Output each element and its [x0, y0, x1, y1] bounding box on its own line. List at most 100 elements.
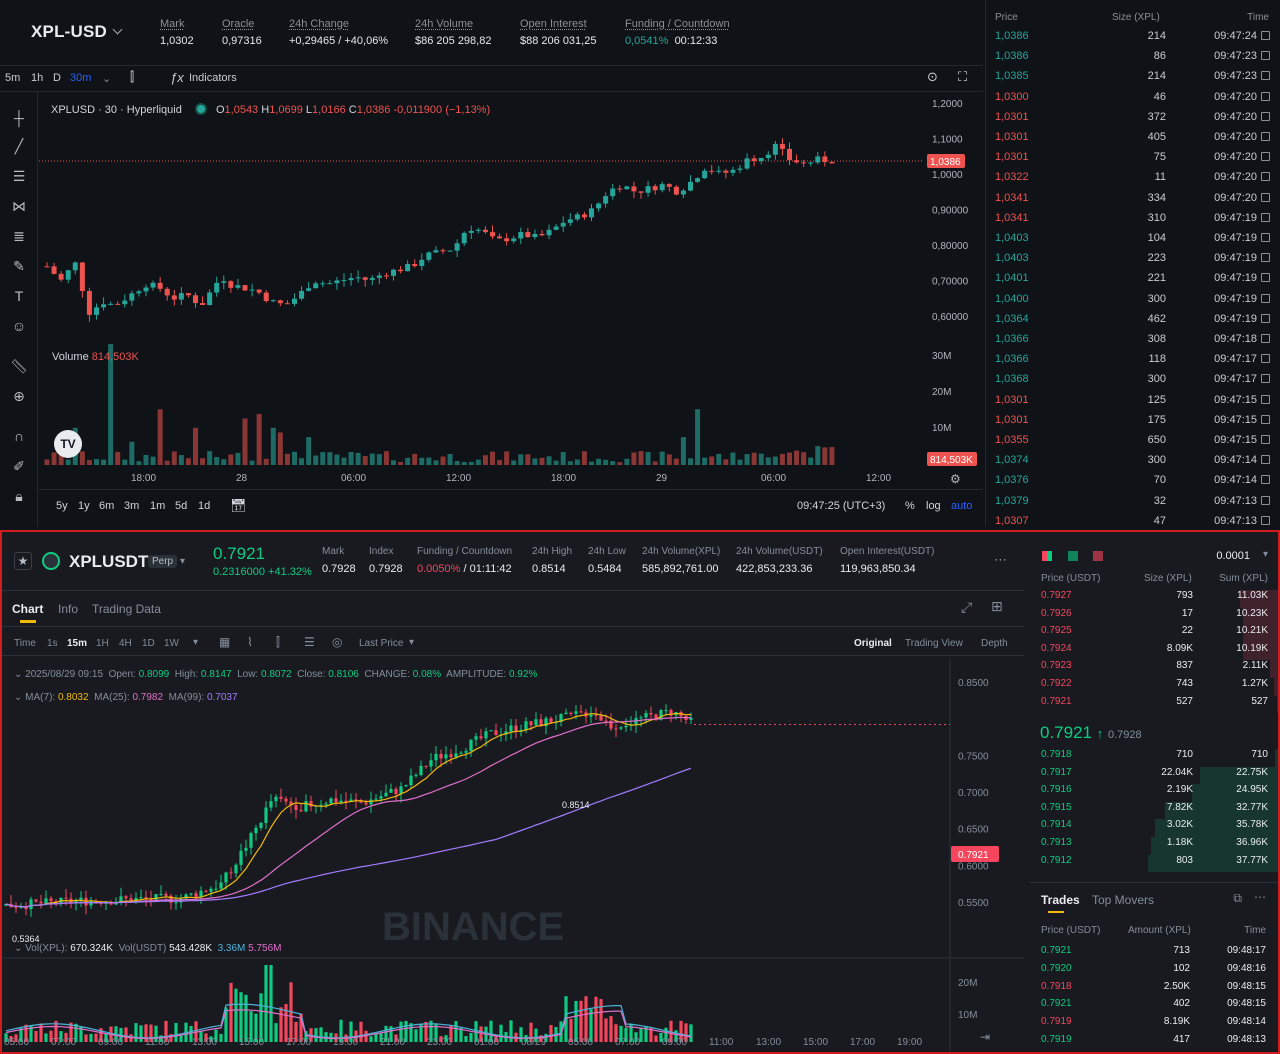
bid-row[interactable]: 0.7918 710 710	[1030, 749, 1278, 767]
calendar-icon[interactable]: ▦	[219, 635, 231, 649]
tf-d[interactable]: D	[53, 72, 61, 84]
tf-1h[interactable]: 1h	[31, 72, 44, 84]
tab-trades[interactable]: Trades	[1041, 893, 1080, 907]
external-link-icon[interactable]	[1261, 192, 1270, 202]
range-5y[interactable]: 5y	[56, 500, 68, 512]
lock-drawing-icon[interactable]: ✐	[13, 457, 25, 474]
more-icon[interactable]: ⋯	[1254, 890, 1266, 904]
bid-row[interactable]: 0.7915 7.82K 32.77K	[1030, 801, 1278, 820]
indicators-icon[interactable]: ƒx	[170, 70, 184, 85]
candle-type-icon[interactable]: ⫿	[130, 69, 135, 84]
bids-only-icon[interactable]	[1068, 551, 1078, 561]
external-link-icon[interactable]	[1261, 91, 1270, 101]
fib-icon[interactable]: ≣	[13, 227, 25, 244]
tab-top-movers[interactable]: Top Movers	[1092, 893, 1155, 907]
both-sides-icon[interactable]	[1042, 551, 1052, 561]
crosshair-icon[interactable]: ┼	[14, 110, 24, 126]
star-icon[interactable]: ★	[14, 552, 32, 570]
external-link-icon[interactable]	[1261, 172, 1270, 182]
horizontal-lines-icon[interactable]: ☰	[12, 167, 26, 184]
external-link-icon[interactable]	[1261, 111, 1270, 121]
external-link-icon[interactable]	[1261, 414, 1270, 424]
interval-1s[interactable]: 1s	[47, 638, 58, 649]
external-link-icon[interactable]	[1261, 71, 1270, 81]
external-link-icon[interactable]	[1261, 253, 1270, 263]
scroll-end-icon[interactable]: ⇥	[980, 1030, 991, 1044]
magnet-icon[interactable]: ∩	[13, 428, 25, 444]
external-link-icon[interactable]	[1261, 475, 1270, 485]
indicator-icon[interactable]: ⌇	[247, 635, 253, 649]
tab-chart[interactable]: Chart	[12, 602, 44, 616]
ask-row[interactable]: 0.7923 837 2.11K	[1030, 660, 1278, 678]
external-link-icon[interactable]	[1261, 212, 1270, 222]
view-original[interactable]: Original	[854, 638, 892, 649]
view-tradingview[interactable]: Trading View	[905, 638, 963, 649]
expand-icon[interactable]: ⤢	[961, 599, 973, 615]
zoom-in-icon[interactable]: ⊕	[13, 387, 25, 404]
external-link-icon[interactable]	[1261, 435, 1270, 444]
range-3m[interactable]: 3m	[124, 500, 140, 512]
external-link-icon[interactable]	[1261, 394, 1270, 404]
bid-row[interactable]: 0.7917 22.04K 22.75K	[1030, 766, 1278, 785]
external-link-icon[interactable]	[1261, 515, 1270, 525]
external-link-icon[interactable]	[1261, 495, 1270, 505]
external-link-icon[interactable]	[1261, 31, 1270, 40]
ruler-icon[interactable]: 📏︎	[10, 357, 28, 374]
range-1m[interactable]: 1m	[150, 500, 166, 512]
chevron-down-icon[interactable]: ▾	[180, 556, 186, 567]
percent-toggle[interactable]: %	[905, 500, 915, 512]
emoji-icon[interactable]: ☺	[11, 318, 27, 334]
interval-time[interactable]: Time	[14, 638, 36, 649]
log-toggle[interactable]: log	[926, 500, 941, 512]
bid-row[interactable]: 0.7912 803 37.77K	[1030, 854, 1278, 873]
range-6m[interactable]: 6m	[99, 500, 115, 512]
layout-icon[interactable]: ⊞	[991, 598, 1003, 614]
chevron-down-icon[interactable]: ▾	[409, 637, 415, 648]
ask-row[interactable]: 0.7922 743 1.27K	[1030, 678, 1278, 696]
interval-4h[interactable]: 4H	[119, 638, 132, 649]
chevron-down-icon[interactable]	[112, 24, 123, 35]
range-5d[interactable]: 5d	[175, 500, 188, 512]
external-link-icon[interactable]	[1261, 51, 1270, 61]
interval-1w[interactable]: 1W	[164, 638, 179, 649]
external-link-icon[interactable]	[1261, 293, 1270, 303]
chevron-down-icon[interactable]: ⌄	[102, 73, 112, 85]
external-link-icon[interactable]	[1261, 374, 1270, 384]
symbol-title[interactable]: XPLUSDT	[69, 552, 149, 571]
chevron-down-icon[interactable]: ▾	[193, 637, 199, 648]
ask-row[interactable]: 0.7927 793 11.03K	[1030, 590, 1278, 608]
text-icon[interactable]: T	[14, 288, 24, 304]
lock-icon[interactable]: 🔒︎	[15, 487, 23, 504]
bid-row[interactable]: 0.7914 3.02K 35.78K	[1030, 819, 1278, 837]
view-depth[interactable]: Depth	[981, 638, 1008, 649]
symbol-selector[interactable]: XPL-USD	[31, 22, 108, 41]
ask-row[interactable]: 0.7926 17 10.23K	[1030, 607, 1278, 626]
candle-type-icon[interactable]: ⫿	[276, 635, 280, 649]
external-link-icon[interactable]	[1261, 152, 1270, 162]
screenshot-icon[interactable]: ⊙	[927, 69, 938, 84]
indicators-button[interactable]: Indicators	[189, 72, 237, 84]
bid-row[interactable]: 0.7916 2.19K 24.95K	[1030, 784, 1278, 802]
external-link-icon[interactable]	[1261, 354, 1270, 364]
ask-row[interactable]: 0.7925 22 10.21K	[1030, 625, 1278, 643]
auto-toggle[interactable]: auto	[951, 500, 973, 512]
tab-trading-data[interactable]: Trading Data	[92, 602, 161, 616]
tf-30m[interactable]: 30m	[70, 72, 92, 84]
calendar-icon[interactable]: 📅︎	[230, 498, 247, 513]
popout-icon[interactable]: ⧉	[1233, 891, 1242, 905]
ask-row[interactable]: 0.7921 527 527	[1030, 695, 1278, 714]
chevron-down-icon[interactable]: ▾	[1262, 549, 1268, 560]
range-1y[interactable]: 1y	[78, 500, 90, 512]
settings-icon[interactable]: ⚙	[950, 472, 961, 486]
interval-1d[interactable]: 1D	[142, 638, 155, 649]
more-icon[interactable]: ⋯	[994, 552, 1007, 567]
external-link-icon[interactable]	[1261, 455, 1270, 465]
price-chart[interactable]: 1,2000 1,1000 1,0000 0,90000 0,80000 0,70000 0…	[39, 93, 983, 527]
external-link-icon[interactable]	[1261, 334, 1270, 343]
interval-15m[interactable]: 15m	[67, 638, 88, 649]
external-link-icon[interactable]	[1261, 132, 1270, 141]
external-link-icon[interactable]	[1261, 313, 1270, 323]
clock-display[interactable]: 09:47:25 (UTC+3)	[797, 500, 886, 512]
external-link-icon[interactable]	[1261, 233, 1270, 242]
tick-size-select[interactable]: 0.0001	[1216, 550, 1250, 562]
